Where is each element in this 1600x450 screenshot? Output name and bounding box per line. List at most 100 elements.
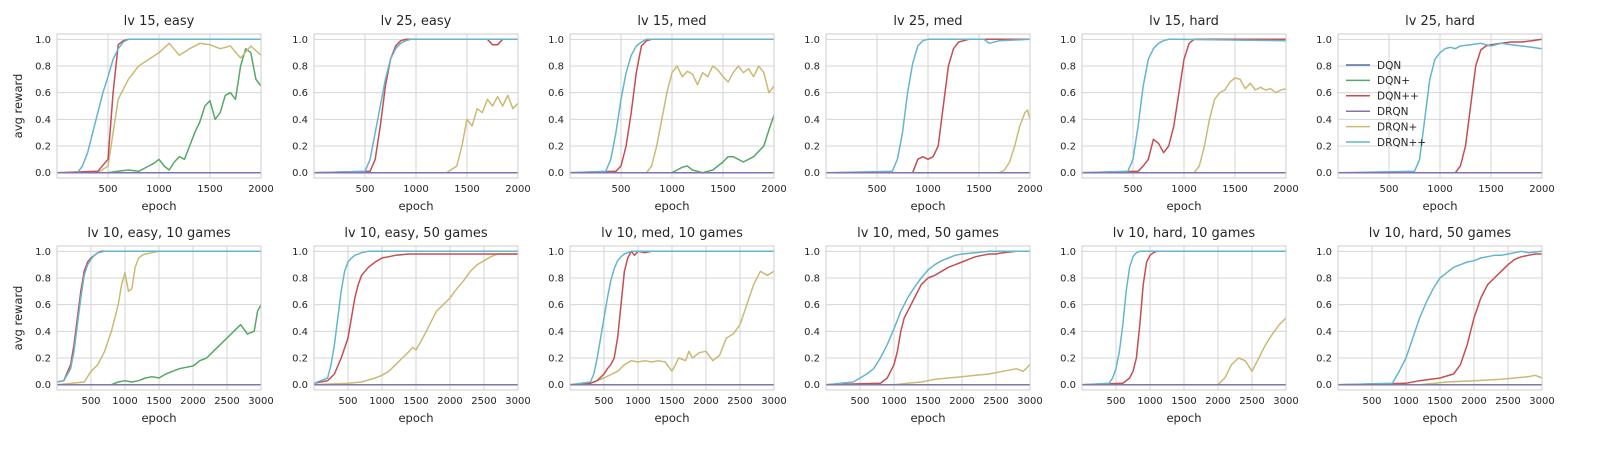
- y-tick-label: 0.2: [548, 354, 564, 365]
- series-line-dqnpp: [825, 250, 1030, 386]
- x-tick-label: 500: [1362, 396, 1381, 407]
- x-axis-label: epoch: [910, 199, 945, 213]
- x-tick-label: 1000: [1427, 184, 1452, 195]
- chart-title: lv 10, hard, 10 games: [1113, 226, 1256, 241]
- x-tick-label: 3000: [1017, 396, 1042, 407]
- subplot: 0.0 0.2 0.4 0.6 0.8 1.0 500 1000 1500 2000 2500 300…: [804, 226, 1043, 425]
- y-tick-label: 0.4: [35, 327, 51, 338]
- x-tick-label: 1000: [1137, 396, 1162, 407]
- x-tick-label: 1500: [454, 184, 479, 195]
- y-tick-label: 0.0: [1316, 168, 1332, 179]
- series-line-drqnpp: [1337, 42, 1543, 174]
- legend-label: DQN: [1377, 60, 1401, 72]
- x-tick-label: 500: [98, 184, 117, 195]
- y-tick-label: 0.0: [292, 380, 308, 391]
- chart-title: lv 25, easy: [381, 14, 452, 29]
- y-tick-label: 0.2: [804, 354, 820, 365]
- axes-frame: [1337, 245, 1543, 391]
- x-tick-label: 500: [611, 184, 630, 195]
- y-tick-label: 0.4: [548, 327, 564, 338]
- y-tick-label: 0.0: [292, 168, 308, 179]
- legend-label: DRQN+: [1377, 121, 1417, 133]
- x-tick-label: 2000: [1461, 396, 1486, 407]
- x-tick-label: 500: [81, 396, 100, 407]
- x-tick-label: 3000: [761, 396, 786, 407]
- x-tick-label: 1000: [1171, 184, 1196, 195]
- x-tick-label: 1000: [1393, 396, 1418, 407]
- x-tick-label: 1500: [403, 396, 428, 407]
- x-tick-label: 1000: [146, 184, 171, 195]
- y-tick-label: 0.6: [1316, 88, 1332, 99]
- series-line-dqnpp: [313, 38, 518, 174]
- axes-frame: [56, 33, 262, 179]
- y-tick-label: 0.6: [1060, 300, 1076, 311]
- x-tick-label: 3000: [1273, 396, 1298, 407]
- series-line-drqnpp: [313, 250, 518, 384]
- axes-frame: [313, 245, 519, 391]
- x-axis-label: epoch: [910, 411, 945, 425]
- x-tick-label: 1500: [966, 184, 991, 195]
- y-tick-label: 1.0: [35, 247, 51, 258]
- y-tick-label: 1.0: [804, 247, 820, 258]
- x-tick-label: 3000: [1529, 396, 1554, 407]
- x-axis-label: epoch: [1422, 411, 1457, 425]
- series-line-drqnpp: [1081, 38, 1287, 174]
- x-tick-label: 2000: [693, 396, 718, 407]
- y-tick-label: 1.0: [1316, 247, 1332, 258]
- x-tick-label: 1000: [915, 184, 940, 195]
- x-tick-label: 500: [338, 396, 357, 407]
- series-line-drqnpp: [1081, 250, 1286, 386]
- series-line-drqnpp: [313, 38, 518, 174]
- y-tick-label: 0.8: [1316, 274, 1332, 285]
- x-tick-label: 2500: [214, 396, 239, 407]
- x-tick-label: 2000: [1017, 184, 1042, 195]
- y-tick-label: 0.8: [1316, 62, 1332, 73]
- legend-label: DQN++: [1377, 91, 1419, 103]
- x-tick-label: 500: [850, 396, 869, 407]
- x-tick-label: 2500: [1239, 396, 1264, 407]
- subplot: 0.0 0.2 0.4 0.6 0.8 1.0 500 1000 1500 2000 lv 15, …: [11, 14, 274, 213]
- x-tick-label: 1000: [403, 184, 428, 195]
- y-tick-label: 0.2: [804, 142, 820, 153]
- y-tick-label: 0.2: [1316, 354, 1332, 365]
- series-line-drqnpp: [569, 38, 774, 174]
- x-tick-label: 3000: [505, 396, 530, 407]
- legend-label: DQN+: [1377, 75, 1410, 87]
- x-tick-label: 1000: [659, 184, 684, 195]
- y-tick-label: 0.0: [35, 380, 51, 391]
- y-tick-label: 0.6: [804, 88, 820, 99]
- x-tick-label: 2000: [949, 396, 974, 407]
- x-tick-label: 2000: [1273, 184, 1298, 195]
- y-tick-label: 0.8: [1060, 62, 1076, 73]
- y-tick-label: 0.4: [35, 115, 51, 126]
- y-tick-label: 1.0: [35, 35, 51, 46]
- y-tick-label: 0.6: [35, 88, 51, 99]
- y-tick-label: 0.4: [804, 115, 820, 126]
- y-tick-label: 0.4: [292, 327, 308, 338]
- x-tick-label: 1000: [881, 396, 906, 407]
- x-tick-label: 1500: [710, 184, 735, 195]
- y-axis-label: avg reward: [11, 74, 25, 139]
- y-tick-label: 0.4: [1060, 115, 1076, 126]
- x-axis-label: epoch: [654, 199, 689, 213]
- x-tick-label: 500: [867, 184, 886, 195]
- y-tick-label: 1.0: [1060, 247, 1076, 258]
- x-tick-label: 1500: [915, 396, 940, 407]
- series-line-drqnp: [570, 65, 775, 174]
- legend-label: DRQN++: [1377, 137, 1426, 149]
- y-tick-label: 0.8: [292, 274, 308, 285]
- chart-title: lv 25, hard: [1405, 14, 1475, 29]
- y-tick-label: 0.8: [548, 62, 564, 73]
- series-line-drqnpp: [1337, 250, 1543, 386]
- chart-title: lv 10, med, 10 games: [601, 226, 743, 241]
- y-tick-label: 0.0: [548, 168, 564, 179]
- axes-frame: [1081, 33, 1287, 179]
- x-axis-label: epoch: [654, 411, 689, 425]
- y-tick-label: 1.0: [292, 247, 308, 258]
- subplot: 0.0 0.2 0.4 0.6 0.8 1.0 500 1000 1500 2000 2500 300…: [1060, 226, 1299, 425]
- series-line-drqnp: [1082, 317, 1287, 386]
- x-tick-label: 1500: [1427, 396, 1452, 407]
- y-tick-label: 0.4: [548, 115, 564, 126]
- series-line-drqnp: [313, 253, 518, 386]
- chart-title: lv 10, med, 50 games: [857, 226, 999, 241]
